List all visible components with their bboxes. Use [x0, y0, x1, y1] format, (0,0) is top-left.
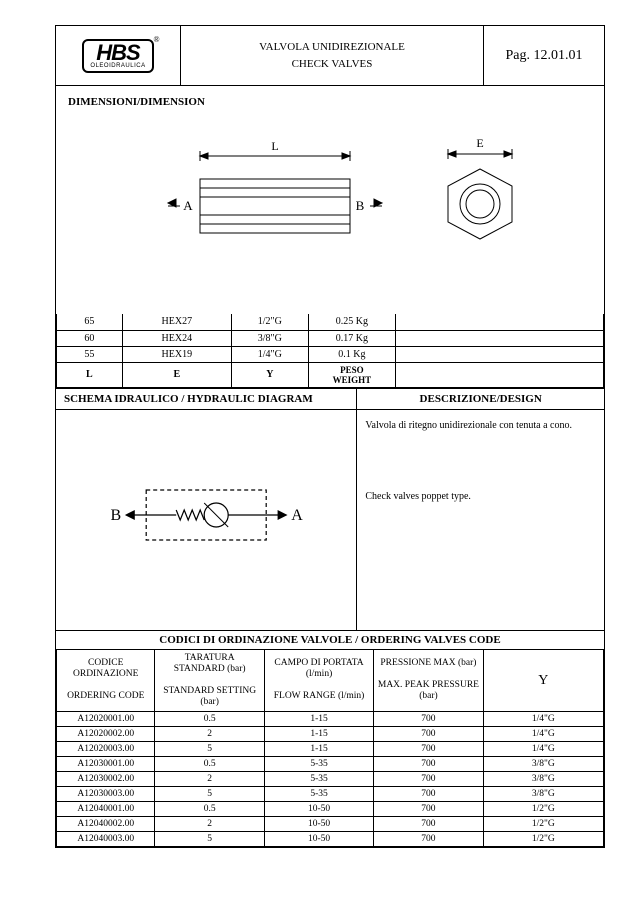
mid-row: SCHEMA IDRAULICO / HYDRAULIC DIAGRAM [56, 389, 604, 631]
table-row: A12030001.000.55-357003/8"G [57, 756, 604, 771]
description-body: Valvola di ritegno unidirezionale con te… [357, 410, 604, 572]
datasheet-frame: ® HBS OLEOIDRAULICA VALVOLA UNIDIREZIONA… [55, 25, 605, 848]
table-row: A12040003.00510-507001/2"G [57, 831, 604, 846]
description-heading: DESCRIZIONE/DESIGN [357, 389, 604, 410]
dim-label-A: A [183, 198, 193, 213]
schema-label-A: A [291, 507, 303, 524]
table-row: A12030003.0055-357003/8"G [57, 786, 604, 801]
ordering-heading: CODICI DI ORDINAZIONE VALVOLE / ORDERING… [56, 631, 604, 650]
ordering-section: CODICI DI ORDINAZIONE VALVOLE / ORDERING… [56, 631, 604, 847]
dim-svg: L E A B [56, 114, 604, 314]
table-row: A12030002.0025-357003/8"G [57, 771, 604, 786]
dimensions-heading: DIMENSIONI/DIMENSION [56, 86, 604, 114]
dim-label-E: E [476, 136, 483, 150]
table-row: A12020002.0021-157001/4"G [57, 726, 604, 741]
dimensions-drawing: L E A B [56, 114, 604, 314]
dimensions-table: 65HEX271/2"G0.25 Kg 60HEX243/8"G0.17 Kg … [56, 314, 604, 388]
schema-drawing: B A [56, 410, 356, 630]
schema-label-B: B [111, 507, 122, 524]
schema-cell: SCHEMA IDRAULICO / HYDRAULIC DIAGRAM [56, 389, 357, 630]
dim-label-B: B [356, 198, 365, 213]
table-row: A12020001.000.51-157001/4"G [57, 711, 604, 726]
table-row: A12040002.00210-507001/2"G [57, 816, 604, 831]
title-line-1: VALVOLA UNIDIREZIONALE [185, 41, 479, 53]
logo-box: ® HBS OLEOIDRAULICA [82, 39, 153, 73]
logo-text: HBS [90, 43, 145, 63]
schema-heading: SCHEMA IDRAULICO / HYDRAULIC DIAGRAM [56, 389, 356, 410]
ordering-table: CODICE ORDINAZIONEORDERING CODE TARATURA… [56, 650, 604, 847]
table-row: 60HEX243/8"G0.17 Kg [57, 330, 604, 346]
table-row: 65HEX271/2"G0.25 Kg [57, 314, 604, 330]
header-row: ® HBS OLEOIDRAULICA VALVOLA UNIDIREZIONA… [56, 26, 604, 86]
dim-label-L: L [271, 139, 278, 153]
title-cell: VALVOLA UNIDIREZIONALE CHECK VALVES [181, 26, 484, 85]
table-header-row: CODICE ORDINAZIONEORDERING CODE TARATURA… [57, 650, 604, 712]
logo-subtext: OLEOIDRAULICA [90, 63, 145, 69]
table-header-row: L E Y PESO WEIGHT [57, 362, 604, 387]
table-row: A12040001.000.510-507001/2"G [57, 801, 604, 816]
description-cell: DESCRIZIONE/DESIGN Valvola di ritegno un… [357, 389, 604, 630]
title-line-2: CHECK VALVES [185, 58, 479, 70]
logo-reg: ® [154, 35, 160, 44]
page-number: Pag. 12.01.01 [484, 26, 604, 85]
logo-cell: ® HBS OLEOIDRAULICA [56, 26, 181, 85]
description-en: Check valves poppet type. [365, 491, 596, 502]
table-row: 55HEX191/4"G0.1 Kg [57, 346, 604, 362]
schema-svg: B A [56, 410, 356, 630]
dimensions-section: DIMENSIONI/DIMENSION [56, 86, 604, 389]
table-row: A12020003.0051-157001/4"G [57, 741, 604, 756]
description-it: Valvola di ritegno unidirezionale con te… [365, 420, 596, 431]
